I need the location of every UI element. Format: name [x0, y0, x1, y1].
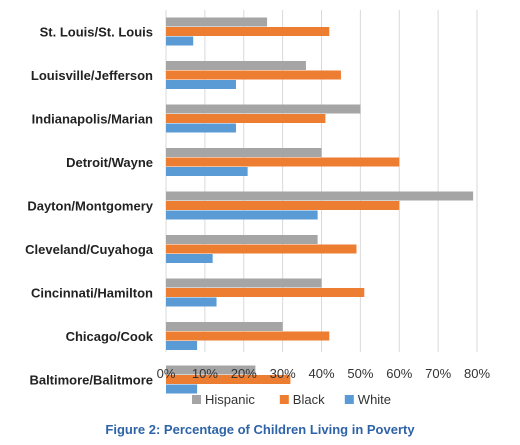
category-labels: St. Louis/St. Louis Louisville/Jefferson I…: [25, 24, 154, 387]
x-tick-label: 20%: [231, 366, 257, 381]
bar-hispanic: [166, 104, 361, 114]
x-tick-label: 10%: [192, 366, 218, 381]
figure-caption: Figure 2: Percentage of Children Living …: [105, 422, 415, 437]
legend-label-black: Black: [293, 392, 325, 407]
legend: Hispanic Black White: [192, 392, 391, 407]
bar-white: [166, 80, 236, 89]
category-label: Cleveland/Cuyahoga: [25, 242, 154, 257]
bar-black: [166, 288, 365, 297]
x-tick-label: 40%: [308, 366, 334, 381]
category-label: St. Louis/St. Louis: [40, 24, 153, 39]
bar-hispanic: [166, 148, 322, 157]
category-label: Baltimore/Balitmore: [29, 372, 153, 387]
category-label: Detroit/Wayne: [66, 155, 153, 170]
bar-hispanic: [166, 235, 318, 244]
bar-white: [166, 167, 248, 176]
bar-black: [166, 70, 341, 80]
bar-hispanic: [166, 191, 474, 201]
bar-hispanic: [166, 322, 283, 331]
category-label: Chicago/Cook: [66, 329, 154, 344]
bar-black: [166, 201, 400, 210]
legend-swatch-hispanic: [192, 395, 201, 404]
bar-hispanic: [166, 17, 268, 27]
category-label: Louisville/Jefferson: [31, 68, 153, 83]
bar-hispanic: [166, 278, 322, 288]
legend-label-hispanic: Hispanic: [205, 392, 255, 407]
x-tick-label: 70%: [425, 366, 451, 381]
bar-white: [166, 36, 194, 46]
bars: [166, 17, 474, 394]
bar-hispanic: [166, 365, 256, 375]
x-tick-label: 80%: [464, 366, 490, 381]
legend-swatch-black: [279, 395, 289, 404]
bar-white: [166, 254, 213, 263]
x-tick-label: 0%: [157, 366, 176, 381]
bar-hispanic: [166, 61, 306, 70]
legend-swatch-white: [344, 395, 354, 404]
bar-black: [166, 114, 326, 123]
bar-white: [166, 384, 198, 394]
bar-black: [166, 331, 330, 341]
bar-black: [166, 27, 330, 36]
category-label: Dayton/Montgomery: [27, 198, 153, 213]
bar-white: [166, 297, 217, 307]
bar-black: [166, 157, 400, 167]
chart-svg: St. Louis/St. Louis Louisville/Jefferson I…: [25, 10, 491, 407]
category-label: Cincinnati/Hamilton: [31, 285, 153, 300]
bar-white: [166, 341, 198, 350]
x-tick-label: 50%: [347, 366, 373, 381]
bar-white: [166, 210, 318, 220]
category-label: Indianapolis/Marian: [32, 111, 153, 126]
x-tick-label: 30%: [270, 366, 296, 381]
bar-black: [166, 375, 291, 384]
legend-label-white: White: [358, 392, 391, 407]
bar-white: [166, 123, 236, 133]
bar-black: [166, 244, 357, 254]
x-tick-label: 60%: [386, 366, 412, 381]
x-tick-labels: 0% 10% 20% 30% 40% 50% 60% 70% 80%: [157, 366, 491, 381]
